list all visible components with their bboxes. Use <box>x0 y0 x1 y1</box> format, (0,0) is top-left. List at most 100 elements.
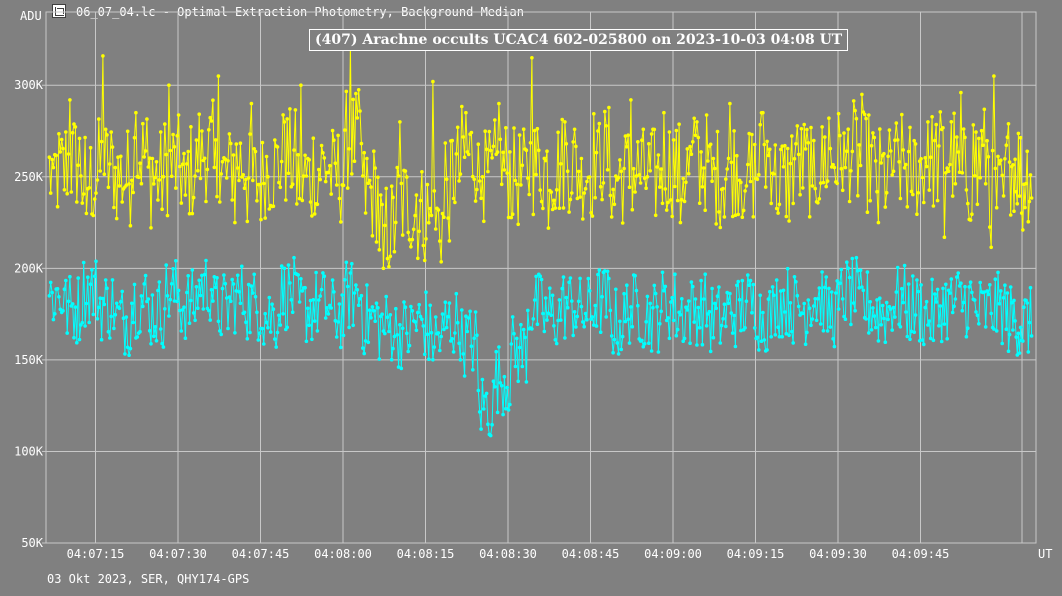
data-point <box>770 285 775 289</box>
data-point <box>937 324 941 328</box>
data-point <box>623 319 628 324</box>
data-point <box>920 338 925 342</box>
data-point <box>168 148 173 153</box>
data-point <box>403 305 408 310</box>
lightcurve-app-icon[interactable] <box>52 4 66 18</box>
data-point <box>347 325 351 330</box>
data-point <box>586 276 591 281</box>
data-point <box>807 215 812 219</box>
data-point <box>405 175 409 179</box>
data-point <box>675 198 680 203</box>
data-point <box>922 342 926 347</box>
data-point <box>585 317 589 322</box>
data-point <box>446 216 450 220</box>
data-point <box>427 220 431 225</box>
data-point <box>194 285 199 289</box>
data-point <box>648 301 652 306</box>
data-point <box>642 176 647 180</box>
data-point <box>399 366 404 371</box>
data-point <box>857 286 861 290</box>
data-point <box>436 208 441 212</box>
data-point <box>490 156 494 160</box>
data-point <box>923 156 927 160</box>
data-point <box>538 188 542 192</box>
data-point <box>585 179 589 184</box>
data-point <box>472 336 477 341</box>
data-point <box>739 180 743 185</box>
data-point <box>988 225 992 229</box>
data-point <box>515 336 519 341</box>
data-point <box>167 314 171 318</box>
data-point <box>432 189 437 193</box>
data-point <box>541 206 545 211</box>
data-point <box>387 329 391 334</box>
data-point <box>363 211 368 215</box>
data-point <box>64 278 68 283</box>
data-point <box>779 289 783 293</box>
data-point <box>51 317 56 322</box>
data-point <box>321 151 325 155</box>
data-point <box>893 315 897 319</box>
data-point <box>663 284 668 289</box>
data-point <box>554 341 559 346</box>
data-point <box>57 295 61 299</box>
data-point <box>237 290 241 294</box>
data-point <box>966 201 970 206</box>
data-point <box>279 159 284 164</box>
data-point <box>801 186 805 190</box>
data-point <box>836 307 841 311</box>
data-point <box>455 125 460 130</box>
data-point <box>513 364 518 369</box>
data-point <box>471 368 475 372</box>
data-point <box>823 135 827 139</box>
data-point <box>444 325 449 330</box>
data-point <box>913 142 918 146</box>
data-point <box>370 234 375 238</box>
data-point <box>840 297 845 301</box>
data-point <box>1026 219 1031 224</box>
data-point <box>552 198 556 203</box>
data-point <box>326 170 331 175</box>
data-point <box>633 190 637 194</box>
data-point <box>333 318 338 323</box>
data-point <box>158 327 163 331</box>
data-point <box>1004 327 1009 332</box>
data-point <box>924 299 929 304</box>
data-point <box>204 258 208 263</box>
data-point <box>982 107 987 112</box>
data-point <box>798 192 802 197</box>
x-tick-label: 04:09:30 <box>809 547 867 561</box>
data-point <box>451 196 456 201</box>
data-point <box>656 153 661 157</box>
data-point <box>726 301 731 306</box>
data-point <box>934 300 938 304</box>
data-point <box>637 173 641 177</box>
data-point <box>869 328 874 332</box>
data-point <box>468 309 472 314</box>
data-point <box>219 332 223 337</box>
data-point <box>891 305 896 310</box>
data-point <box>190 268 195 272</box>
data-point <box>138 329 142 334</box>
data-point <box>605 168 610 172</box>
data-point <box>620 221 625 225</box>
data-point <box>959 281 963 286</box>
data-point <box>130 178 134 183</box>
data-point <box>248 330 252 335</box>
data-point <box>768 289 772 294</box>
data-point <box>223 281 228 286</box>
data-point <box>235 273 240 278</box>
data-point <box>831 337 835 341</box>
data-point <box>483 129 488 133</box>
data-point <box>795 124 800 128</box>
data-point <box>755 335 760 340</box>
data-point <box>278 185 283 190</box>
data-point <box>112 205 116 210</box>
data-point <box>297 196 302 201</box>
data-point <box>499 383 504 388</box>
data-point <box>871 306 875 310</box>
data-point <box>519 183 523 187</box>
data-point <box>751 282 756 287</box>
data-point <box>358 109 362 113</box>
data-point <box>1018 325 1023 330</box>
